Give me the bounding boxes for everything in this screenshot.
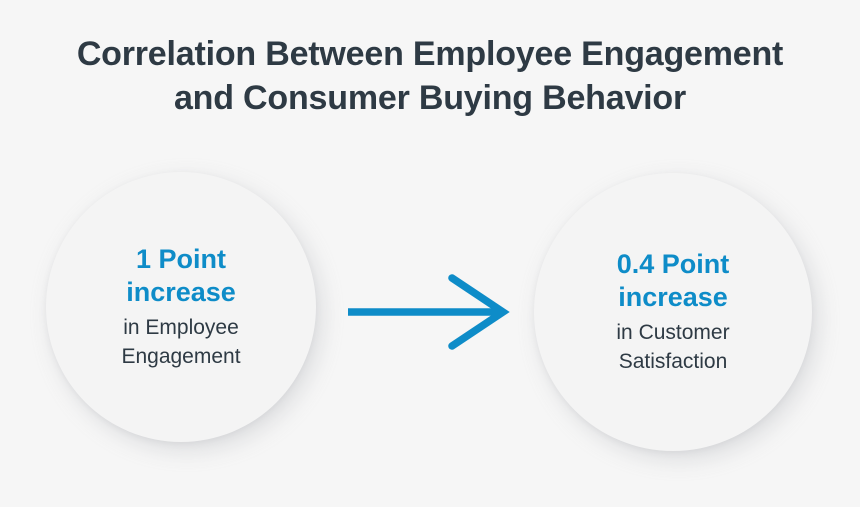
left-stat-headline-line-1: 1 Point <box>135 244 226 274</box>
right-stat-headline-line-2: increase <box>618 282 728 312</box>
left-stat-description-line-1: in Employee <box>123 316 239 339</box>
right-stat-description-line-2: Satisfaction <box>618 350 728 373</box>
right-stat-headline-line-1: 0.4 Point <box>616 249 730 279</box>
node-customer-satisfaction: 0.4 Point increase in Customer Satisfact… <box>534 173 812 451</box>
page-title-line-1: Correlation Between Employee Engagement <box>76 35 784 73</box>
node-employee-engagement: 1 Point increase in Employee Engagement <box>46 172 316 442</box>
left-stat-headline-line-2: increase <box>126 277 236 307</box>
arrow-right-icon <box>340 262 515 362</box>
left-stat-description: in Employee Engagement <box>121 313 240 371</box>
left-stat-description-line-2: Engagement <box>121 345 241 368</box>
right-stat-headline: 0.4 Point increase <box>617 248 730 314</box>
page-title-line-2: and Consumer Buying Behavior <box>173 79 687 117</box>
left-stat-headline: 1 Point increase <box>126 243 236 309</box>
right-stat-description: in Customer Satisfaction <box>616 318 729 376</box>
page-title: Correlation Between Employee Engagement … <box>0 32 860 120</box>
arrow-right-glyph <box>348 274 510 350</box>
right-stat-description-line-1: in Customer <box>616 321 730 344</box>
